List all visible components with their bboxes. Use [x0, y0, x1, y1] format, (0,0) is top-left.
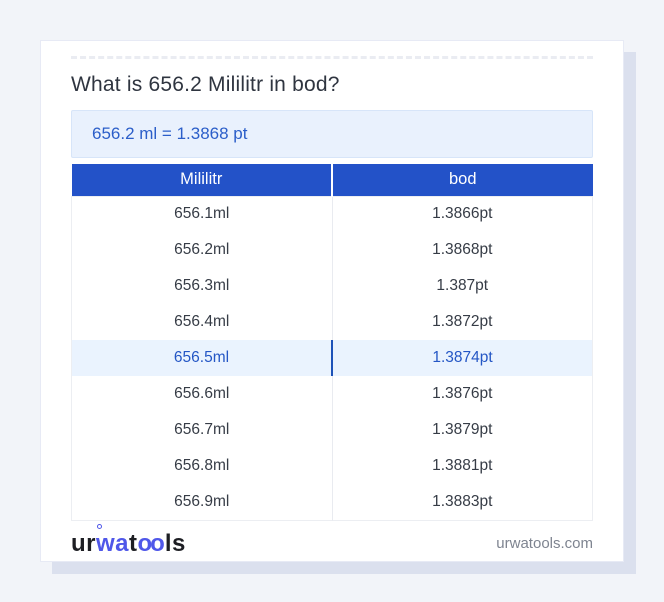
conversion-card: What is 656.2 Mililitr in bod? 656.2 ml … [40, 40, 624, 562]
logo-seg-ur: ur [71, 529, 96, 557]
cell-bod[interactable]: 1.3879pt [331, 412, 593, 448]
card-footer: ur watools urwatools.com [71, 523, 593, 558]
cell-mililitr[interactable]: 656.5ml [173, 349, 230, 366]
table-row[interactable]: 656.1ml 1.3866pt [72, 196, 593, 232]
urwatools-logo[interactable]: ur watools [71, 523, 186, 558]
logo-seg-wa: wa [96, 523, 129, 557]
table-row[interactable]: 656.7ml 1.3879pt [72, 412, 593, 448]
table-row[interactable]: 656.4ml 1.3872pt [72, 304, 593, 340]
cell-bod[interactable]: 1.3874pt [331, 340, 593, 376]
column-header-bod: bod [331, 164, 593, 196]
table-row[interactable]: 656.8ml 1.3881pt [72, 448, 593, 484]
cell-mililitr[interactable]: 656.4ml [174, 313, 230, 330]
cell-mililitr[interactable]: 656.2ml [174, 241, 230, 258]
cell-bod[interactable]: 1.387pt [331, 268, 593, 304]
table-body: 656.1ml 1.3866pt 656.2ml 1.3868pt 656.3ml 1.3… [71, 196, 593, 520]
table-row[interactable]: 656.2ml 1.3868pt [72, 232, 593, 268]
table-row[interactable]: 656.5ml 1.3874pt [71, 340, 593, 376]
table-row[interactable]: 656.3ml 1.387pt [72, 268, 593, 304]
cell-mililitr[interactable]: 656.1ml [174, 205, 230, 223]
cell-bod[interactable]: 1.3872pt [331, 304, 593, 340]
cell-mililitr[interactable]: 656.8ml [174, 457, 230, 474]
cell-mililitr[interactable]: 656.7ml [174, 421, 230, 438]
ring-icon [97, 523, 102, 529]
cell-bod[interactable]: 1.3876pt [331, 376, 593, 412]
cell-bod[interactable]: 1.3868pt [331, 232, 593, 268]
column-header-mililitr: Mililitr [71, 164, 332, 196]
cell-mililitr[interactable]: 656.9ml [174, 492, 230, 510]
logo-seg-oo: oo [137, 529, 165, 557]
page-title: What is 656.2 Mililitr in bod? [71, 73, 340, 96]
dashed-divider [71, 56, 593, 59]
conversion-table: Mililitr bod 656.1ml 1.3866pt 656.2ml 1.386… [71, 164, 593, 521]
logo-seg-t: t [129, 529, 138, 557]
conversion-result-box: 656.2 ml = 1.3868 pt [71, 110, 593, 158]
site-url-text: urwatools.com [496, 535, 593, 552]
cell-bod[interactable]: 1.3883pt [331, 484, 593, 520]
cell-bod[interactable]: 1.3866pt [331, 196, 593, 232]
table-row[interactable]: 656.9ml 1.3883pt [72, 484, 593, 520]
table-row[interactable]: 656.6ml 1.3876pt [72, 376, 593, 412]
table-header-row: Mililitr bod [71, 164, 593, 196]
logo-seg-ls: ls [164, 529, 186, 557]
cell-mililitr[interactable]: 656.3ml [174, 277, 230, 294]
cell-bod[interactable]: 1.3881pt [331, 448, 593, 484]
cell-mililitr[interactable]: 656.6ml [174, 385, 230, 402]
